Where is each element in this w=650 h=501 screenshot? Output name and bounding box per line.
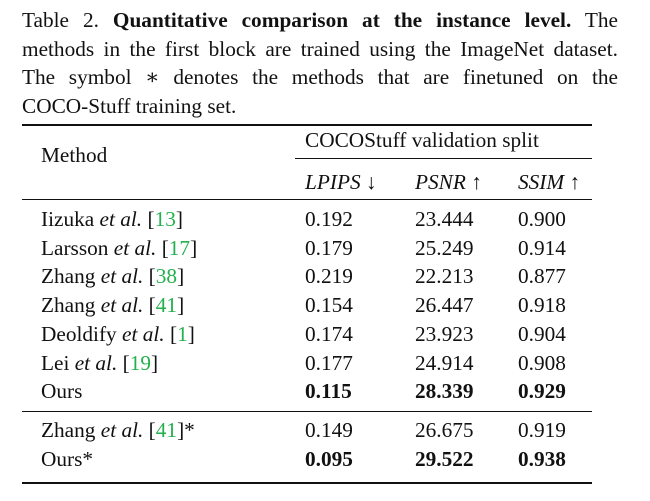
- ssim-value: 0.877: [518, 264, 566, 289]
- group-header: COCOStuff validation split: [305, 128, 539, 152]
- lpips-value: 0.149: [305, 418, 353, 442]
- method-name: Zhang: [41, 293, 96, 318]
- top-rule: [22, 124, 592, 126]
- method-header: Method: [41, 143, 108, 167]
- caption-line-2: methods in the first block are trained u…: [22, 36, 618, 61]
- psnr-value: 26.675: [415, 418, 474, 442]
- ssim-value: 0.904: [518, 321, 566, 346]
- bottom-rule: [22, 482, 592, 484]
- et-al: et al.: [100, 418, 144, 442]
- citation: 41: [155, 418, 178, 442]
- caption-line-3: The symbol ∗ denotes the methods that ar…: [22, 65, 618, 89]
- psnr-value: 22.213: [415, 264, 474, 289]
- caption-title: Quantitative comparison at the instance …: [112, 8, 572, 32]
- lpips-value: 0.177: [305, 350, 353, 375]
- table-caption: Table 2. Quantitative comparison at the …: [22, 6, 618, 120]
- psnr-value: 24.914: [415, 350, 474, 375]
- psnr-value: 26.447: [415, 293, 474, 318]
- ssim-header: SSIM ↑: [518, 170, 581, 194]
- psnr-value: 23.444: [415, 207, 474, 231]
- psnr-value: 23.923: [415, 321, 474, 346]
- header-rule: [22, 199, 592, 200]
- et-al: et al.: [99, 207, 143, 231]
- lpips-value: 0.174: [305, 321, 353, 346]
- ssim-value: 0.929: [518, 379, 566, 404]
- table-row-method: Larsson et al. [17]: [41, 235, 198, 260]
- lpips-value: 0.115: [305, 379, 352, 404]
- lpips-value: 0.192: [305, 207, 353, 231]
- lpips-value: 0.095: [305, 446, 353, 471]
- citation: 38: [155, 264, 178, 289]
- et-al: et al.: [113, 235, 157, 260]
- method-name: Ours: [41, 379, 83, 404]
- table-row-method: Zhang et al. [41]*: [41, 418, 195, 442]
- caption-label: Table 2.: [22, 8, 99, 32]
- caption-line-4: COCO-Stuff training set.: [22, 93, 237, 118]
- method-name: Zhang: [41, 418, 96, 442]
- caption-line-1: Table 2. Quantitative comparison at the …: [22, 6, 618, 35]
- citation: 17: [168, 235, 191, 260]
- method-name: Iizuka: [41, 207, 95, 231]
- ssim-value: 0.900: [518, 207, 566, 231]
- table-row-method: Deoldify et al. [1]: [41, 321, 195, 346]
- lpips-value: 0.219: [305, 264, 353, 289]
- et-al: et al.: [100, 293, 144, 318]
- citation: 19: [129, 350, 152, 375]
- finetuned-marker: *: [184, 418, 195, 442]
- citation: 13: [154, 207, 176, 231]
- citation: 41: [155, 293, 178, 318]
- citation: 1: [177, 321, 188, 346]
- table-row-method: Ours*: [41, 446, 93, 472]
- lpips-value: 0.154: [305, 293, 353, 318]
- ssim-value: 0.918: [518, 293, 566, 318]
- method-name: Deoldify: [41, 321, 117, 346]
- method-name: Zhang: [41, 264, 96, 289]
- table-row-method: Zhang et al. [41]: [41, 293, 185, 318]
- method-name: Ours*: [41, 446, 94, 471]
- group-rule: [295, 158, 592, 159]
- psnr-header: PSNR ↑: [415, 170, 482, 194]
- table-row-method: Ours: [41, 378, 82, 404]
- lpips-value: 0.179: [305, 235, 353, 260]
- psnr-value: 29.522: [415, 446, 474, 471]
- psnr-value: 25.249: [415, 235, 474, 260]
- ssim-value: 0.919: [518, 418, 566, 442]
- method-name: Larsson: [41, 235, 109, 260]
- method-name: Lei: [41, 350, 70, 375]
- ssim-value: 0.914: [518, 235, 566, 260]
- et-al: et al.: [100, 264, 144, 289]
- psnr-value: 28.339: [415, 379, 474, 404]
- ssim-value: 0.908: [518, 350, 566, 375]
- et-al: et al.: [122, 321, 165, 346]
- lpips-header: LPIPS ↓: [305, 170, 377, 194]
- block-separator-rule: [22, 411, 592, 412]
- et-al: et al.: [74, 350, 118, 375]
- table-row-method: Lei et al. [19]: [41, 350, 159, 375]
- ssim-value: 0.938: [518, 446, 566, 471]
- table-row-method: Zhang et al. [38]: [41, 264, 185, 289]
- table-row-method: Iizuka et al. [13]: [41, 207, 183, 231]
- caption-line-1-rest: The: [584, 8, 618, 32]
